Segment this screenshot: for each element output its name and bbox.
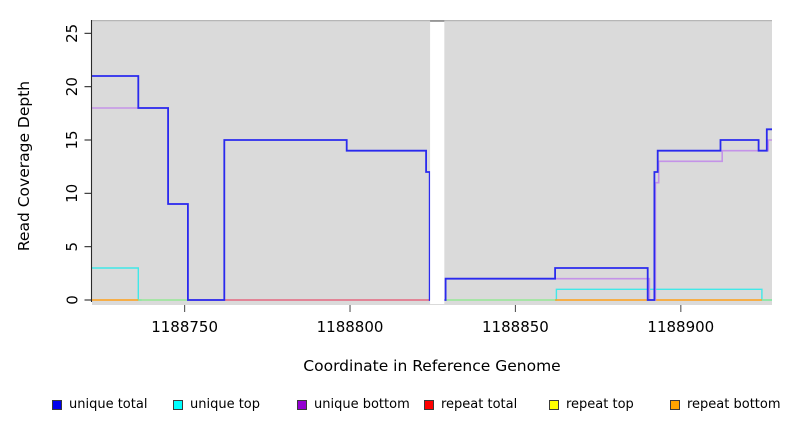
legend-item-unique-top: unique top xyxy=(173,398,260,412)
legend-item-repeat-bottom: repeat bottom xyxy=(670,398,781,412)
y-tick-label: 25 xyxy=(63,24,81,43)
legend-label: unique total xyxy=(69,397,148,412)
coverage-plot: 0 5 10 15 20 25 1188750 1188800 1188850 1188900 C… xyxy=(15,19,772,375)
legend-swatch-repeat-total xyxy=(424,400,434,410)
series-line-unique-total xyxy=(444,128,772,301)
y-axis-title: Read Coverage Depth xyxy=(15,81,33,251)
legend-item-repeat-top: repeat top xyxy=(549,398,634,412)
series-line-unique-total xyxy=(92,75,431,301)
legend-swatch-unique-top xyxy=(173,400,183,410)
x-tick-label: 1188750 xyxy=(151,318,218,336)
y-tick-label: 0 xyxy=(63,295,81,305)
gap-white-band xyxy=(430,21,445,304)
x-tick-label: 1188850 xyxy=(482,318,549,336)
x-axis-title: Coordinate in Reference Genome xyxy=(303,357,560,375)
legend-label: repeat bottom xyxy=(687,397,781,412)
legend-label: unique top xyxy=(190,397,261,412)
legend-item-unique-total: unique total xyxy=(52,398,147,412)
x-tick-label: 1188900 xyxy=(647,318,714,336)
legend-label: repeat top xyxy=(566,397,634,412)
legend-swatch-repeat-bottom xyxy=(670,400,680,410)
legend-swatch-unique-total xyxy=(52,400,62,410)
y-tick-label: 20 xyxy=(63,77,81,96)
legend-swatch-repeat-top xyxy=(549,400,559,410)
y-tick-label: 15 xyxy=(63,130,81,149)
legend-label: repeat total xyxy=(441,397,518,412)
y-tick-label: 10 xyxy=(63,184,81,203)
legend: unique total unique top unique bottom repea… xyxy=(0,394,792,420)
series-lines xyxy=(92,75,772,301)
legend-item-repeat-total: repeat total xyxy=(424,398,517,412)
coverage-plot-canvas: 0 5 10 15 20 25 1188750 1188800 1188850 1188900 C… xyxy=(15,19,772,375)
coverage-gap-band xyxy=(430,20,445,304)
legend-label: unique bottom xyxy=(314,397,410,412)
x-tick-label: 1188800 xyxy=(317,318,384,336)
legend-item-unique-bottom: unique bottom xyxy=(297,398,410,412)
y-tick-label: 5 xyxy=(63,242,81,252)
legend-swatch-unique-bottom xyxy=(297,400,307,410)
axes: 0 5 10 15 20 25 1188750 1188800 1188850 1188900 xyxy=(63,20,714,336)
